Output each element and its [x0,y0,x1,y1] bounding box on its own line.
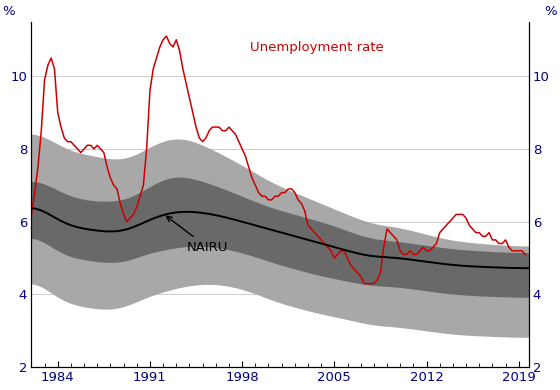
Text: NAIRU: NAIRU [166,216,228,254]
Text: Unemployment rate: Unemployment rate [250,41,384,54]
Text: %: % [3,5,15,18]
Text: %: % [545,5,557,18]
